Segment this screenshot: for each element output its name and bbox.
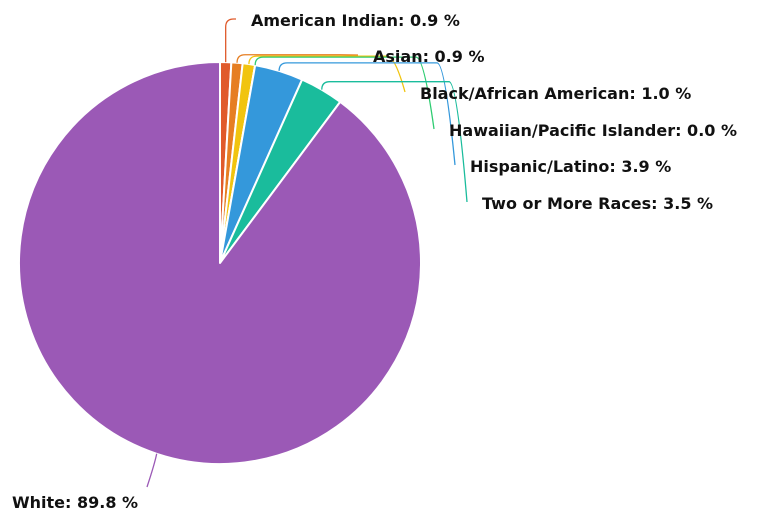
- slice-label-black-african-american: Black/African American: 1.0 %: [420, 84, 691, 103]
- leader-line-white: [146, 453, 158, 488]
- leader-line-asian: [236, 54, 359, 63]
- slice-label-asian: Asian: 0.9 %: [373, 47, 485, 66]
- pie-slices: [18, 61, 422, 465]
- slice-label-hawaiian-pacific-islander: Hawaiian/Pacific Islander: 0.0 %: [449, 121, 737, 140]
- slice-label-hispanic-latino: Hispanic/Latino: 3.9 %: [470, 157, 671, 176]
- slice-labels: American Indian: 0.9 % Asian: 0.9 % Black/…: [12, 11, 737, 512]
- leader-line-hawaiian-pacific-islander: [254, 56, 435, 130]
- slice-label-american-indian: American Indian: 0.9 %: [251, 11, 460, 30]
- leader-lines: [146, 18, 468, 488]
- pie-slice-white: [18, 61, 422, 465]
- slice-label-two-or-more-races: Two or More Races: 3.5 %: [482, 194, 713, 213]
- slice-label-white: White: 89.8 %: [12, 493, 138, 512]
- leader-line-hispanic-latino: [278, 62, 456, 166]
- leader-line-two-or-more-races: [321, 81, 468, 203]
- leader-line-black-african-american: [248, 55, 406, 93]
- leader-line-american-indian: [225, 18, 236, 63]
